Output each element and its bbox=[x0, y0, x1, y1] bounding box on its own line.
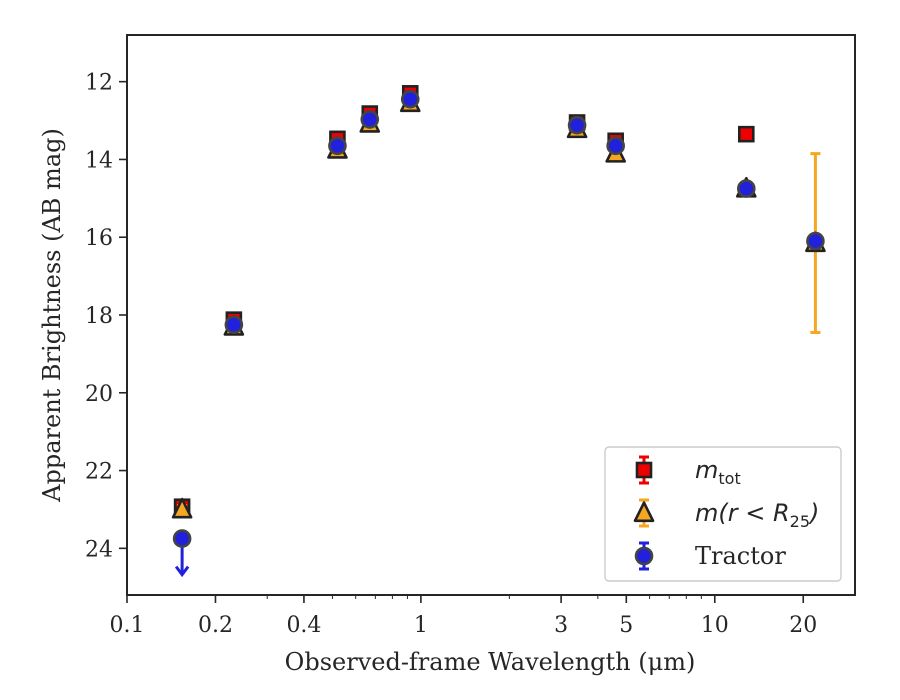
y-axis-label: Apparent Brightness (AB mag) bbox=[38, 128, 66, 503]
x-axis: 0.1 0.2 0.4 1 3 5 10 20 bbox=[110, 595, 817, 638]
data-point bbox=[224, 315, 244, 335]
y-tick-label: 18 bbox=[85, 304, 113, 329]
data-point bbox=[171, 497, 193, 519]
x-tick-label: 5 bbox=[619, 613, 633, 638]
legend-label: mtot bbox=[695, 456, 741, 488]
legend-marker bbox=[633, 501, 655, 523]
data-point bbox=[737, 125, 755, 143]
x-tick-label: 0.1 bbox=[110, 613, 145, 638]
x-tick-label: 0.2 bbox=[198, 613, 233, 638]
legend-marker bbox=[635, 461, 653, 479]
upper-limit-arrowhead bbox=[174, 565, 190, 578]
legend-box bbox=[604, 446, 842, 582]
x-axis-label: Observed-frame Wavelength (μm) bbox=[285, 648, 696, 676]
data-point bbox=[400, 89, 420, 109]
data-point bbox=[806, 231, 825, 251]
legend: mtot m(r < R25) Tractor bbox=[604, 446, 842, 582]
legend-label: m(r < R25) bbox=[695, 499, 819, 531]
y-axis: 12 14 16 18 20 22 24 bbox=[85, 71, 127, 562]
series-tractor bbox=[172, 89, 825, 578]
data-point bbox=[172, 529, 192, 548]
y-tick-label: 20 bbox=[85, 382, 113, 407]
y-tick-label: 16 bbox=[85, 226, 113, 251]
y-tick-label: 22 bbox=[85, 460, 113, 485]
x-tick-label: 10 bbox=[701, 613, 729, 638]
y-tick-label: 24 bbox=[85, 537, 113, 562]
data-point bbox=[736, 179, 756, 198]
x-tick-label: 0.4 bbox=[286, 613, 321, 638]
x-tick-label: 1 bbox=[414, 613, 428, 638]
data-point bbox=[328, 136, 347, 156]
data-point bbox=[606, 136, 625, 156]
data-marks bbox=[171, 85, 826, 578]
y-tick-label: 14 bbox=[85, 148, 113, 173]
legend-marker bbox=[634, 546, 654, 566]
legend-label: Tractor bbox=[695, 542, 786, 570]
data-point bbox=[567, 115, 587, 135]
y-tick-label: 12 bbox=[85, 71, 113, 96]
x-tick-label: 3 bbox=[554, 613, 568, 638]
x-tick-label: 20 bbox=[789, 613, 817, 638]
data-point bbox=[360, 110, 380, 129]
